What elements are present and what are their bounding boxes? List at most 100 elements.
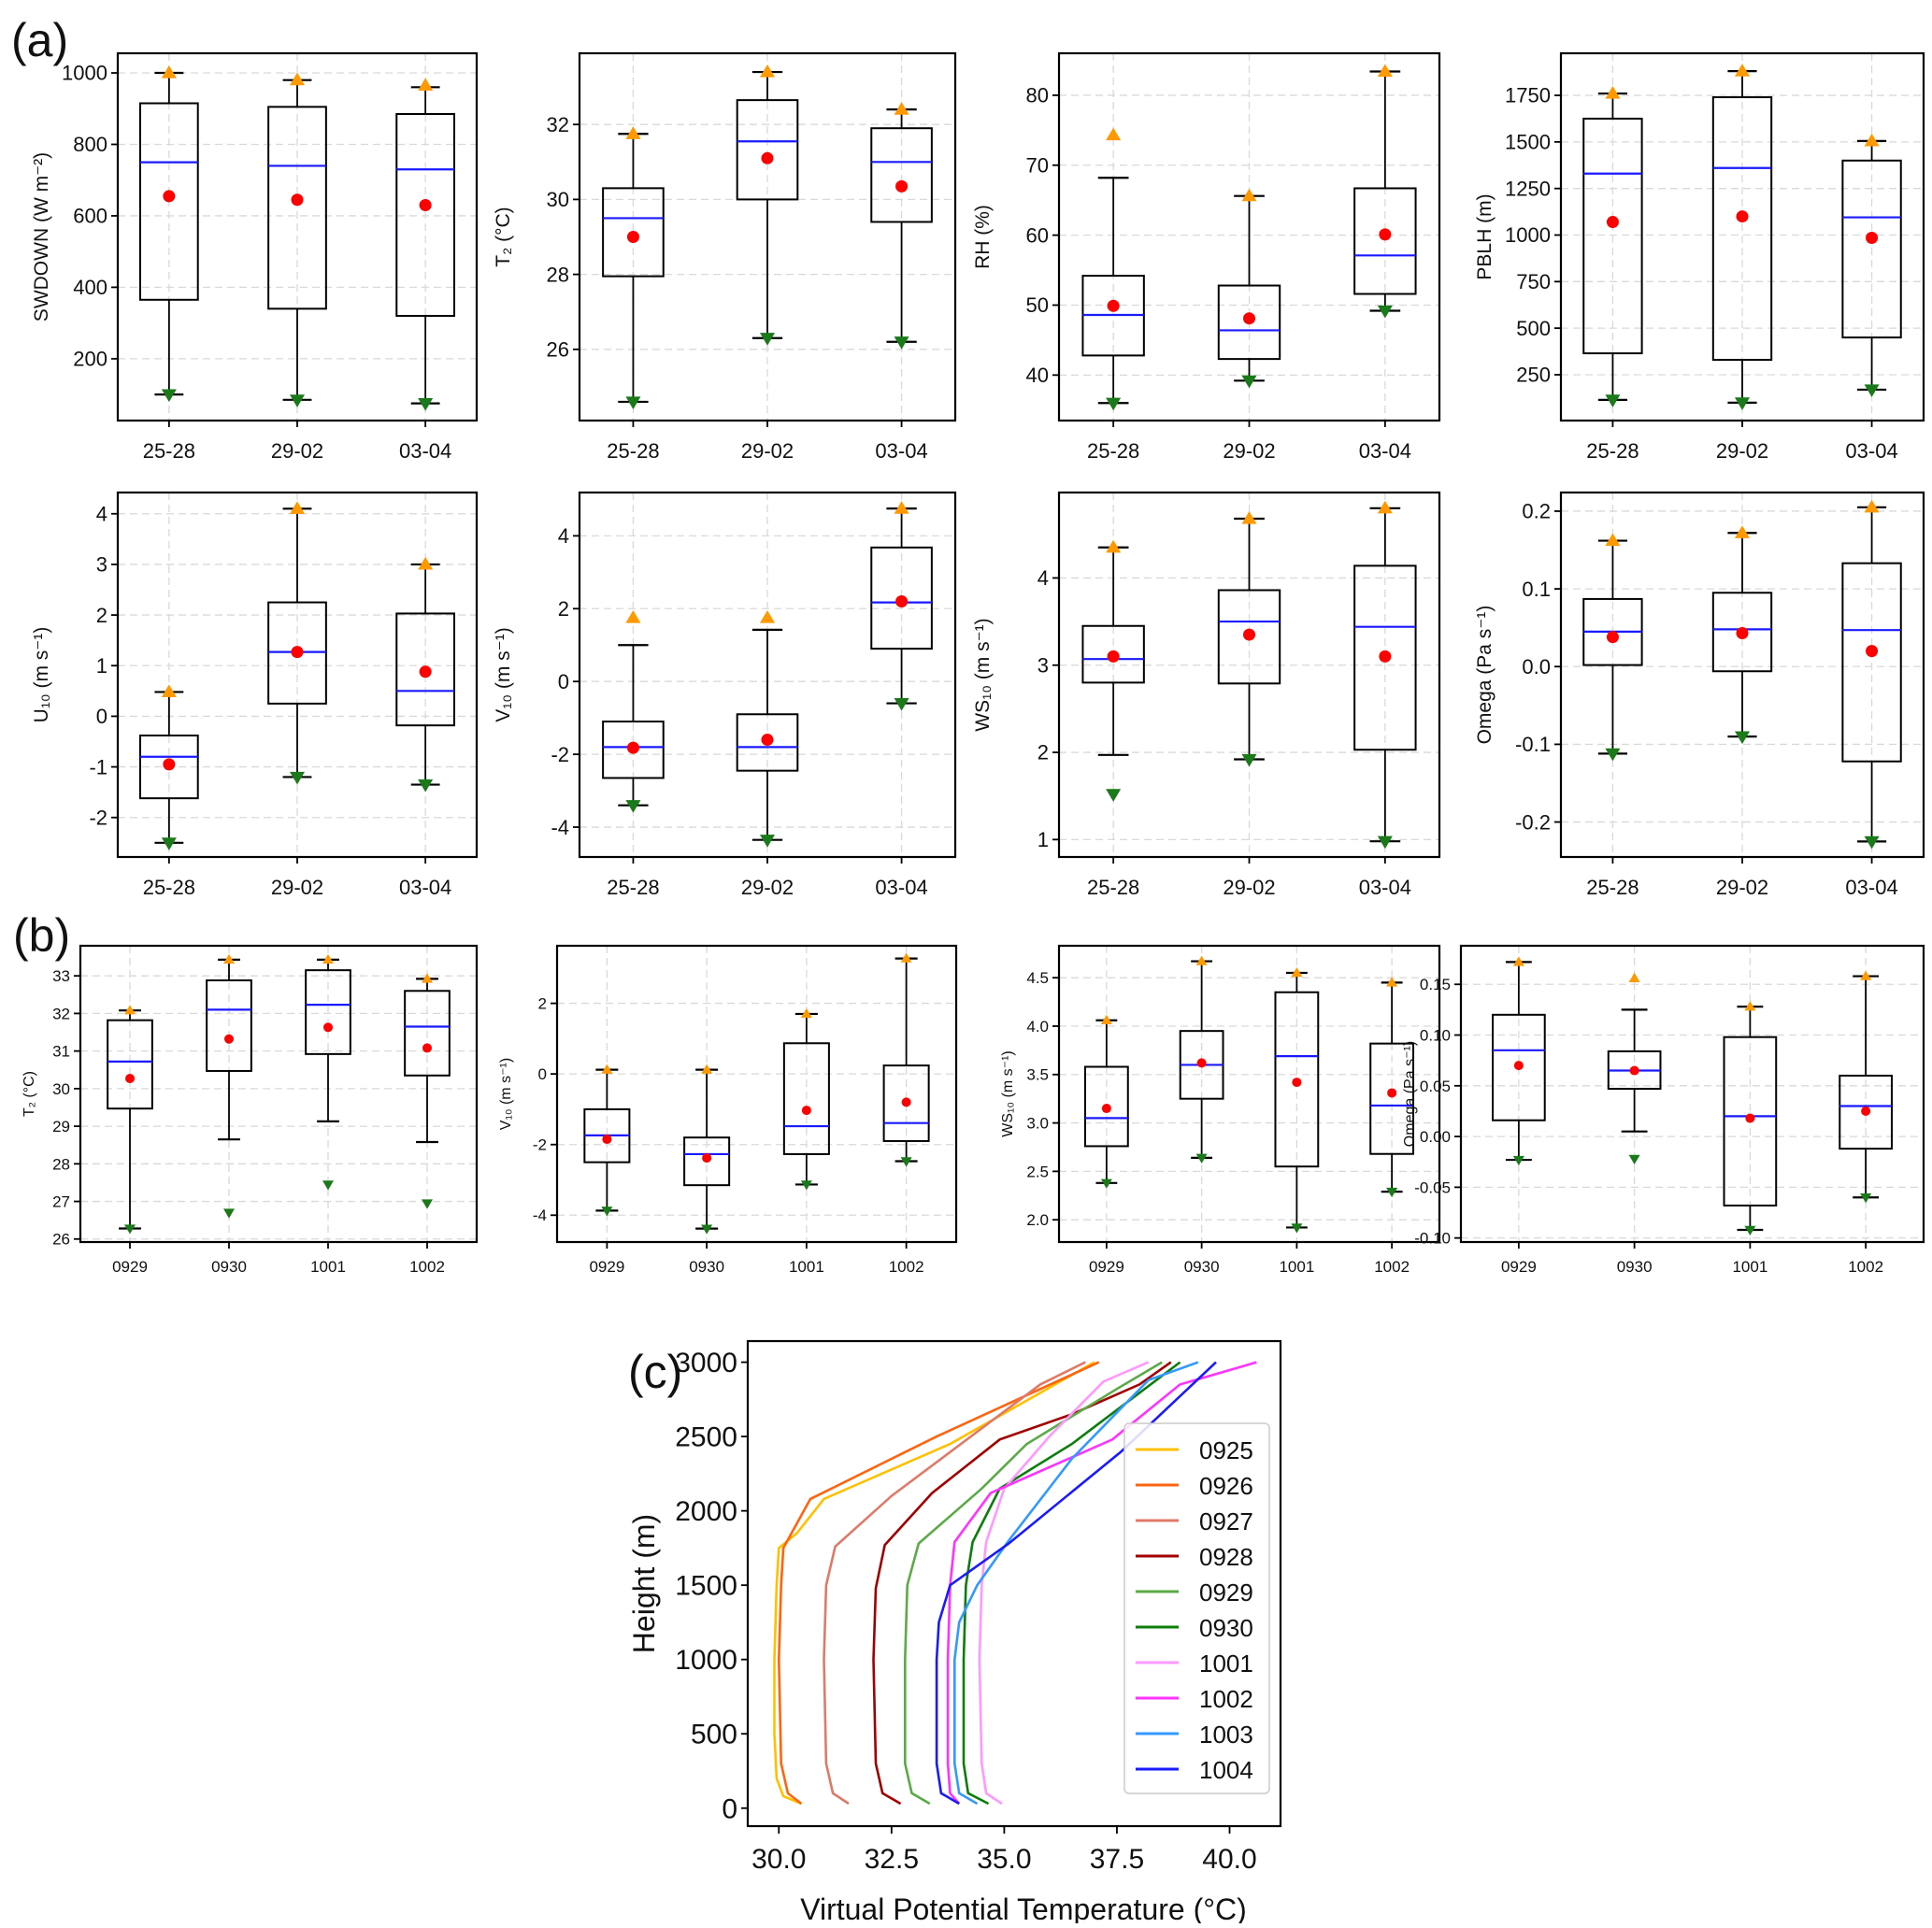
y-tick-label: -1 (89, 755, 107, 778)
box-iqr (870, 127, 933, 223)
x-tick-label: 25-28 (143, 876, 195, 899)
box-iqr (1839, 1074, 1893, 1150)
box-iqr (1711, 592, 1773, 673)
box-iqr (1369, 1042, 1415, 1155)
min-marker (1377, 835, 1393, 850)
box-iqr (139, 102, 199, 301)
min-marker (290, 394, 305, 407)
x-tick-label: 29-02 (1716, 439, 1768, 463)
box-iqr (1711, 96, 1773, 362)
box-iqr (1217, 284, 1281, 361)
box-29-02 (1217, 188, 1281, 389)
series-line-0925 (773, 1361, 1095, 1806)
min-marker (1735, 731, 1750, 745)
y-tick-label: 2.0 (1026, 1211, 1049, 1229)
box-03-04 (870, 102, 933, 350)
min-marker (625, 396, 641, 409)
mean-marker (422, 1043, 432, 1053)
y-tick-label: 0.10 (1420, 1026, 1451, 1044)
x-tick-label: 0929 (589, 1258, 624, 1276)
mean-marker (1101, 1104, 1111, 1114)
max-marker (760, 610, 775, 623)
x-tick-label: 29-02 (1716, 876, 1768, 899)
y-tick-label: 0.2 (1522, 500, 1551, 523)
box-29-02 (267, 501, 327, 785)
mean-marker (895, 594, 909, 607)
y-tick-label: 800 (73, 133, 107, 156)
min-marker (161, 837, 177, 850)
x-tick-label: 0929 (1089, 1258, 1124, 1276)
mean-marker (1513, 1061, 1524, 1071)
chart-panel-3: 250 500 750 1000 1250 1500 1750 PBLH (m) 25-28 29… (1474, 51, 1925, 463)
box-iqr (736, 99, 799, 201)
x-tick-label: 25-28 (143, 439, 195, 463)
y-tick-label: -2 (551, 743, 569, 766)
axes-frame (1057, 944, 1441, 1244)
max-marker (1735, 525, 1750, 538)
y-tick-label: 2 (1038, 741, 1049, 764)
x-tick-label: 29-02 (1223, 439, 1275, 463)
y-tick-label: 2 (538, 995, 547, 1013)
box-iqr (782, 1042, 830, 1155)
min-marker (322, 1180, 334, 1191)
y-tick-label: 50 (1026, 293, 1049, 317)
min-marker (1386, 1187, 1398, 1198)
chart-panel-2: 40 50 60 70 80 RH (%) 25-28 29-02 03-04 (972, 51, 1441, 463)
box-29-02 (1711, 64, 1773, 410)
mean-marker (1387, 1088, 1397, 1098)
max-marker (894, 501, 909, 514)
max-marker (124, 1005, 136, 1015)
x-tick-label: 0930 (211, 1258, 247, 1276)
x-tick-label: 03-04 (1359, 876, 1411, 899)
max-marker (1291, 967, 1303, 978)
mean-marker (1379, 650, 1392, 663)
y-tick-label: -4 (533, 1207, 547, 1224)
axes-frame (1559, 51, 1925, 422)
box-iqr (267, 106, 327, 310)
box-03-04 (395, 78, 455, 411)
mean-marker (1866, 231, 1879, 244)
y-tick-label: 2.5 (1026, 1163, 1049, 1180)
max-marker (1864, 499, 1880, 513)
x-tick-label: 29-02 (741, 876, 794, 899)
legend-label: 1003 (1199, 1721, 1253, 1749)
x-tick-label: 25-28 (607, 439, 659, 463)
x-tick-label: 25-28 (1586, 876, 1639, 899)
y-tick-label: -0.1 (1515, 733, 1551, 756)
y-axis-label: V₁₀ (m s⁻¹) (498, 1058, 514, 1130)
mean-marker (125, 1074, 135, 1084)
min-marker (1241, 375, 1257, 389)
box-1001 (1723, 1001, 1778, 1235)
box-03-04 (870, 501, 933, 711)
x-tick-label: 25-28 (1087, 876, 1139, 899)
min-marker (418, 778, 434, 793)
max-marker (1512, 956, 1524, 966)
axes-frame (555, 944, 958, 1244)
min-marker (290, 771, 305, 785)
min-marker (1291, 1223, 1303, 1234)
min-marker (1100, 1178, 1112, 1189)
mean-marker (1379, 228, 1392, 241)
series-line-0930 (962, 1361, 1181, 1806)
x-tick-label: 0930 (1184, 1258, 1220, 1276)
y-axis-label: SWDOWN (W m⁻²) (31, 152, 52, 321)
min-marker (894, 336, 909, 350)
y-axis-label: RH (%) (972, 205, 994, 269)
max-marker (625, 126, 641, 139)
y-tick-label: 2 (558, 597, 569, 621)
min-marker (1512, 1155, 1524, 1166)
max-marker (1241, 188, 1257, 202)
legend-label: 0927 (1199, 1507, 1253, 1535)
y-tick-label: -0.05 (1414, 1178, 1451, 1196)
mean-marker (1606, 216, 1619, 229)
axes-frame (1459, 944, 1925, 1244)
box-25-28 (1582, 86, 1643, 407)
y-tick-label: 500 (1516, 317, 1551, 340)
y-tick-label: 0 (722, 1793, 737, 1824)
mean-marker (1196, 1058, 1207, 1068)
max-marker (1377, 500, 1393, 514)
min-marker (1735, 397, 1750, 410)
max-marker (161, 65, 177, 79)
min-marker (422, 1199, 433, 1209)
y-tick-label: 1000 (1505, 223, 1551, 247)
